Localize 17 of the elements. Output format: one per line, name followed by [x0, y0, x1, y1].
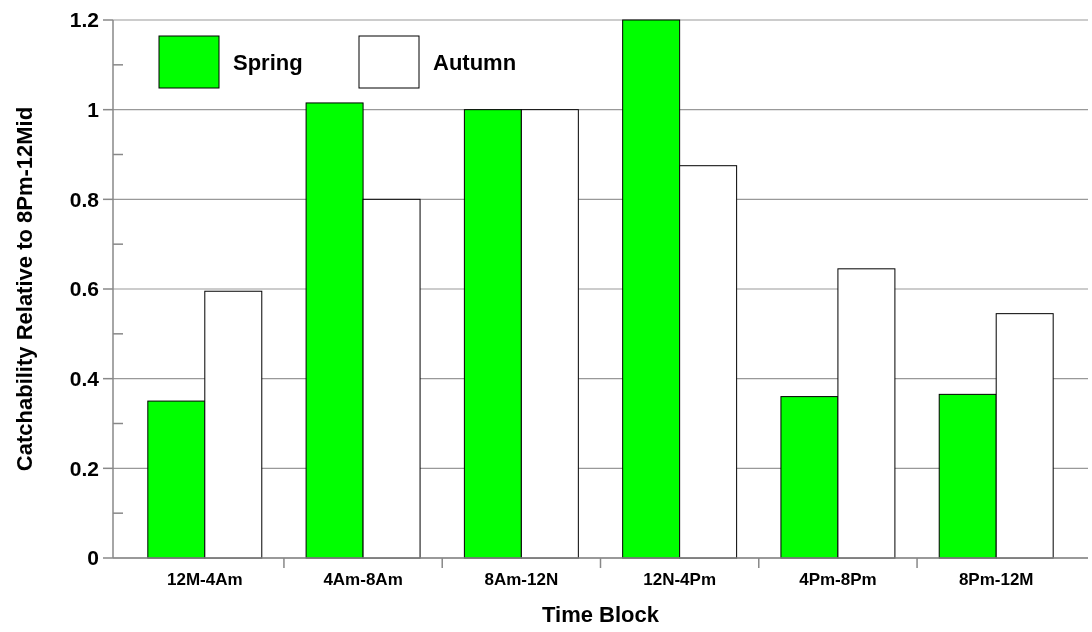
x-axis-title: Time Block	[542, 602, 660, 627]
y-tick-label: 0.6	[69, 277, 99, 301]
y-axis-title: Catchability Relative to 8Pm-12Mid	[12, 106, 37, 472]
x-tick-label: 12M-4Am	[167, 570, 243, 589]
x-tick-label: 8Am-12N	[484, 570, 559, 589]
legend-label: Autumn	[433, 49, 517, 75]
y-tick-label: 0	[87, 546, 99, 570]
x-tick-label: 8Pm-12M	[958, 570, 1034, 589]
y-tick-label: 0.2	[69, 456, 99, 480]
y-tick-label: 1	[87, 98, 100, 122]
y-tick-label: 1.2	[69, 8, 99, 32]
legend-label: Spring	[233, 49, 303, 75]
x-tick-label: 4Pm-8Pm	[799, 570, 877, 589]
x-tick-label: 12N-4Pm	[643, 570, 717, 589]
y-tick-label: 0.4	[69, 367, 100, 391]
x-tick-label: 4Am-8Am	[323, 570, 403, 589]
y-tick-label: 0.8	[69, 187, 100, 211]
